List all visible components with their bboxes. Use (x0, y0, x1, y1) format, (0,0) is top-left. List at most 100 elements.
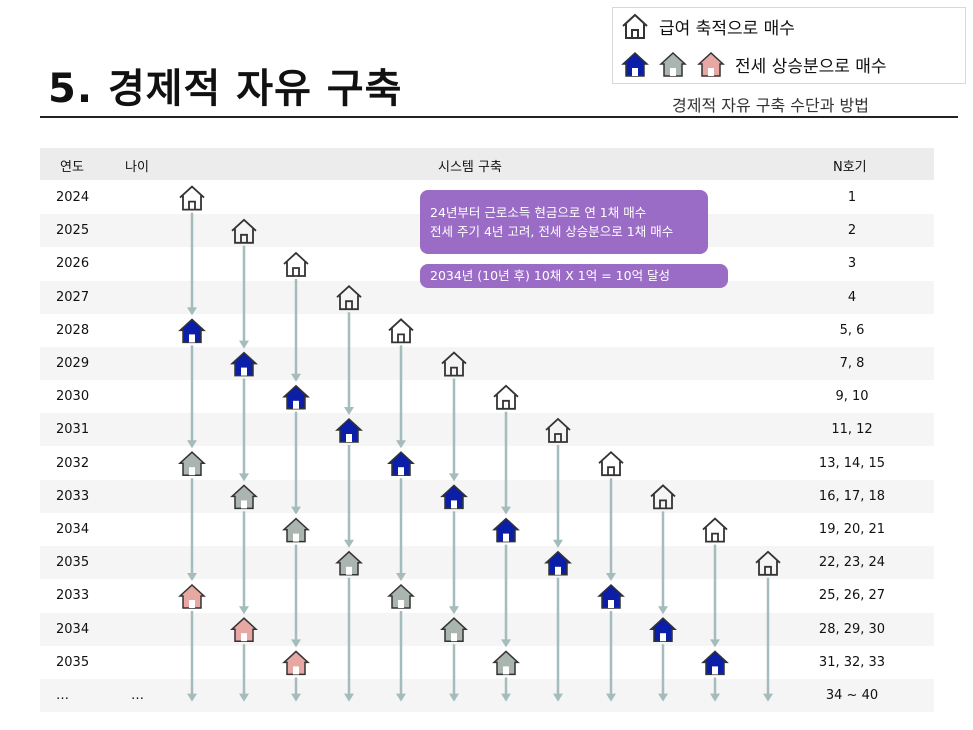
blue-house-icon (178, 318, 206, 344)
flow-arrowhead (553, 693, 563, 702)
row-count: 3 (847, 256, 857, 272)
row-year: 2027 (56, 289, 90, 305)
row-year: 2034 (56, 621, 90, 637)
row-count: 22, 23, 24 (818, 555, 886, 571)
flow-arrowhead (187, 440, 197, 449)
blue-house-icon (440, 484, 468, 510)
gray-house-icon (492, 650, 520, 676)
gray-house-icon (387, 583, 415, 609)
row-year: 2033 (56, 488, 90, 504)
row-count: 9, 10 (835, 389, 869, 405)
flow-arrowhead (187, 307, 197, 316)
row-year: 2028 (56, 322, 90, 338)
row-year: 2026 (56, 256, 90, 272)
flow-arrowhead (501, 506, 511, 515)
table-row: 2030 9, 10 (40, 380, 934, 413)
row-count: 28, 29, 30 (818, 621, 886, 637)
callout-goal: 2034년 (10년 후) 10채 X 1억 = 10억 달성 (420, 264, 728, 288)
white-house-icon (231, 218, 257, 244)
white-house-icon (336, 284, 362, 311)
table-row: 2028 5, 6 (40, 314, 934, 347)
row-count: 5, 6 (839, 322, 865, 338)
blue-house-icon (492, 517, 520, 543)
pink-house-icon (178, 583, 206, 609)
row-count: 11, 12 (831, 422, 873, 438)
table-row: 2033 16, 17, 18 (40, 479, 934, 513)
blue-house-icon (282, 384, 310, 410)
table-row: 2024 1 (40, 181, 934, 214)
gray-house-icon (230, 484, 258, 510)
row-count: 16, 17, 18 (818, 488, 886, 504)
flow-arrowhead (396, 693, 406, 702)
row-year: 2035 (56, 555, 90, 571)
header-system: 시스템 구축 (438, 160, 502, 175)
white-house-icon (283, 251, 309, 277)
row-count: 31, 32, 33 (818, 654, 886, 670)
blue-house-icon (544, 550, 572, 576)
flow-arrowhead (291, 693, 301, 702)
legend-label-deposit: 전세 상승분으로 매수 (735, 56, 887, 77)
flow-arrowhead (187, 693, 197, 702)
flow-arrowhead (658, 606, 668, 615)
table-row: 2029 7, 8 (40, 347, 934, 380)
row-count: 7, 8 (839, 356, 865, 371)
blue-house-icon (335, 417, 363, 443)
blue-house-icon (621, 51, 649, 77)
row-year: 2030 (56, 389, 90, 405)
row-year: 2024 (56, 190, 90, 205)
flow-arrowhead (606, 693, 616, 702)
row-year: 2034 (56, 522, 90, 537)
flow-arrowhead (291, 373, 301, 382)
header-count: N호기 (833, 160, 867, 175)
system-table: 연도 나이 시스템 구축 N호기 2024 1 2025 2 2026 3 2027 4 202… (40, 148, 934, 713)
flow-arrowhead (710, 693, 720, 702)
flow-arrowhead (763, 693, 773, 702)
page-title: 5. 경제적 자유 구축 (48, 66, 403, 112)
white-house-icon (702, 517, 728, 543)
table-row: 2026 3 (40, 247, 934, 280)
white-house-icon (441, 351, 467, 377)
gray-house-icon (440, 617, 468, 642)
legend-label-salary: 급여 축적으로 매수 (659, 18, 795, 39)
row-year: 2025 (56, 223, 90, 239)
flow-arrowhead (291, 639, 301, 648)
title-underline (40, 116, 958, 118)
pink-house-icon (697, 51, 725, 77)
row-year: 2035 (56, 654, 90, 670)
callout-line-1: 24년부터 근로소득 현금으로 연 1채 매수 (430, 205, 647, 220)
flow-arrowhead (344, 539, 354, 548)
row-count: 4 (847, 289, 857, 305)
row-year: … (56, 688, 69, 703)
row-count: 13, 14, 15 (818, 455, 886, 471)
legend-row-deposit: 전세 상승분으로 매수 (621, 50, 887, 78)
white-house-icon (622, 13, 648, 39)
white-house-icon (598, 450, 624, 477)
blue-house-icon (230, 351, 258, 377)
flow-arrowhead (344, 407, 354, 415)
row-age: … (131, 688, 144, 703)
blue-house-icon (597, 583, 625, 609)
table-row: 2034 28, 29, 30 (40, 612, 934, 646)
flow-arrowhead (449, 693, 459, 702)
callout-line-2: 전세 주기 4년 고려, 전세 상승분으로 1채 매수 (430, 224, 674, 239)
row-count: 2 (847, 223, 857, 239)
row-year: 2029 (56, 356, 90, 371)
white-house-icon (493, 384, 519, 410)
table-header: 연도 나이 시스템 구축 N호기 (40, 148, 934, 180)
flow-arrowhead (239, 473, 249, 482)
flow-arrowhead (449, 606, 459, 615)
table-row: 2034 19, 20, 21 (40, 513, 934, 546)
callout-strategy: 24년부터 근로소득 현금으로 연 1채 매수 전세 주기 4년 고려, 전세 … (420, 190, 708, 254)
flow-arrowhead (553, 539, 563, 548)
white-house-icon (650, 484, 676, 510)
table-row: 2033 25, 26, 27 (40, 579, 934, 612)
gray-house-icon (335, 550, 363, 576)
legend-row-salary: 급여 축적으로 매수 (621, 12, 795, 40)
table-row: 2035 31, 32, 33 (40, 646, 934, 679)
page-subtitle: 경제적 자유 구축 수단과 방법 (672, 96, 869, 115)
white-house-icon (388, 318, 414, 344)
row-count: 19, 20, 21 (818, 522, 886, 537)
white-house-icon (179, 185, 205, 211)
pink-house-icon (282, 650, 310, 676)
flow-arrowhead (187, 573, 197, 581)
